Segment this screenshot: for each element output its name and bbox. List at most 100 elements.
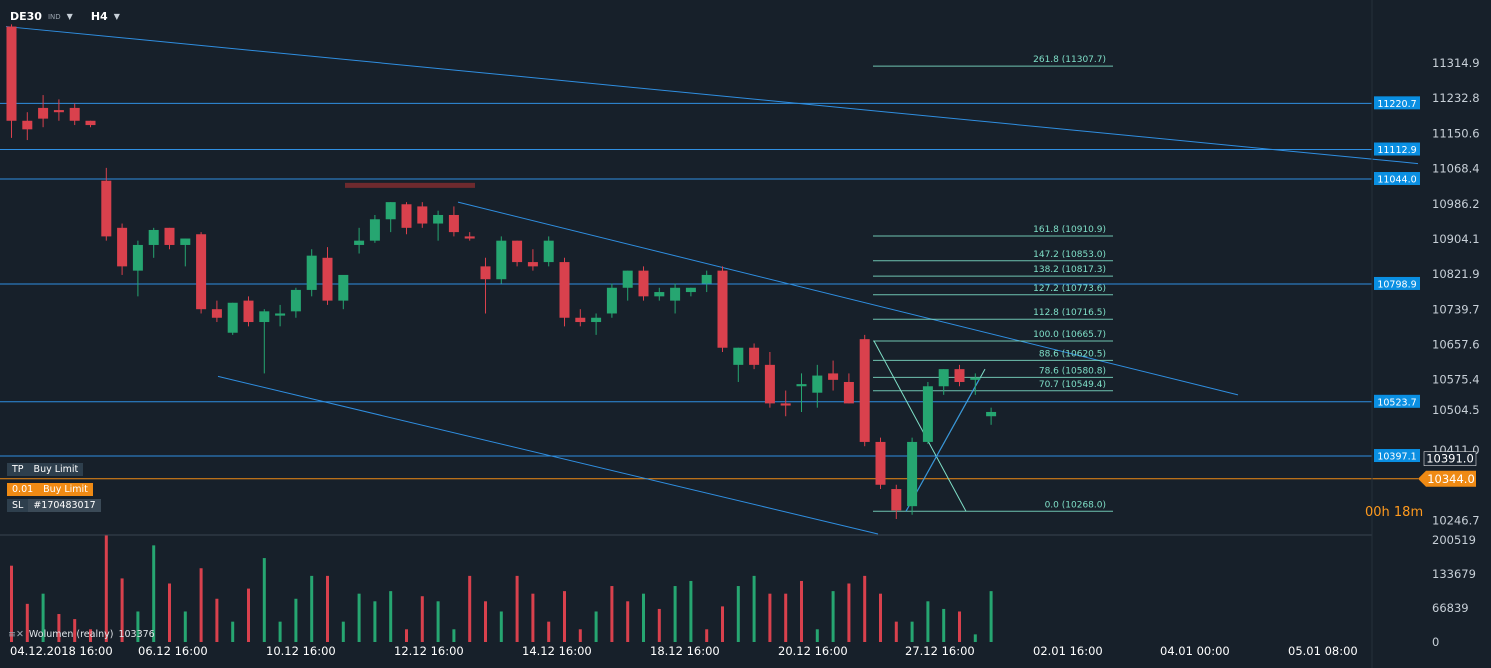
tp-order-tag[interactable]: TP Buy Limit — [7, 463, 84, 476]
fib-label: 147.2 (10853.0) — [1033, 250, 1106, 260]
price-tick-label: 10575.4 — [1432, 373, 1480, 387]
level-badge-label: 11044.0 — [1377, 175, 1416, 186]
volume-bar — [247, 588, 250, 642]
time-tick-label: 04.12.2018 16:00 — [10, 644, 113, 658]
candle-body — [638, 270, 649, 297]
volume-bar — [278, 621, 282, 642]
candle-body — [749, 347, 760, 365]
candle-body — [369, 219, 380, 241]
volume-bar — [199, 568, 203, 642]
sl-order-tag[interactable]: SL #170483017 — [7, 499, 101, 512]
indicator-icon[interactable]: ≡✕ — [8, 629, 24, 640]
candle-body — [448, 214, 459, 233]
level-badge — [1374, 394, 1420, 408]
candle-body — [480, 266, 491, 280]
time-tick-label: 12.12 16:00 — [394, 644, 464, 658]
candle-body — [591, 317, 602, 323]
volume-bar — [531, 593, 535, 642]
volume-bar — [863, 575, 867, 642]
level-badge-label: 11112.9 — [1377, 145, 1416, 156]
candle-body — [970, 377, 981, 380]
volume-bar — [847, 583, 851, 642]
candle-body — [701, 274, 712, 284]
candle-body — [211, 309, 222, 318]
candle-body — [922, 386, 933, 442]
symbol-name[interactable]: DE30 — [10, 10, 42, 23]
time-tick-label: 06.12 16:00 — [138, 644, 208, 658]
candle-body — [85, 120, 96, 126]
candle-body — [306, 255, 317, 290]
chevron-down-icon[interactable]: ▼ — [113, 12, 120, 21]
volume-bar — [389, 591, 393, 642]
candle-body — [859, 339, 870, 442]
fib-label: 88.6 (10620.5) — [1039, 349, 1106, 359]
volume-bar — [578, 629, 582, 642]
timeframe[interactable]: H4 — [90, 10, 108, 23]
candle-body — [401, 204, 412, 228]
candle-body — [575, 317, 586, 323]
volume-axis: 200519 133679 66839 0 — [1432, 533, 1476, 649]
candle-body — [227, 302, 238, 333]
fib-label: 138.2 (10817.3) — [1033, 265, 1106, 275]
fib-label: 161.8 (10910.9) — [1033, 225, 1106, 235]
volume-bar — [436, 601, 440, 642]
candle-body — [828, 373, 839, 380]
volume-bar — [215, 598, 219, 642]
fib-label: 112.8 (10716.5) — [1033, 308, 1106, 318]
buy-limit-order-tag[interactable]: 0.01 Buy Limit — [7, 483, 93, 496]
candle-body — [764, 364, 775, 404]
candle-body — [780, 403, 791, 406]
fib-label: 100.0 (10665.7) — [1033, 330, 1106, 340]
volume-bar — [958, 611, 961, 642]
candle-body — [496, 240, 507, 280]
volume-bar — [547, 621, 551, 642]
volume-bar — [10, 565, 13, 642]
time-axis[interactable]: 04.12.2018 16:00 06.12 16:00 10.12 16:00 12… — [10, 644, 1358, 658]
candle-body — [685, 287, 696, 293]
price-tick-label: 10739.7 — [1432, 302, 1480, 316]
candles — [6, 24, 997, 520]
volume-legend: ≡✕ Wolumen (realny) 103376 — [8, 629, 155, 640]
volume-bar — [705, 629, 709, 642]
price-tick-label: 11150.6 — [1432, 126, 1480, 140]
candle-body — [527, 262, 538, 267]
volume-bar — [25, 603, 29, 642]
time-tick-label: 18.12 16:00 — [650, 644, 720, 658]
volume-bar — [768, 593, 772, 642]
tp-label: Buy Limit — [28, 463, 84, 476]
candle-body — [559, 262, 570, 318]
volume-bar — [310, 575, 314, 642]
volume-bar — [626, 601, 630, 642]
volume-bar — [784, 593, 788, 642]
volume-bar — [673, 586, 677, 642]
level-badge — [1374, 142, 1420, 156]
volume-bar — [689, 580, 693, 642]
volume-bar — [373, 601, 377, 642]
candle-body — [385, 202, 396, 220]
time-tick-label: 27.12 16:00 — [905, 644, 975, 658]
chevron-down-icon[interactable]: ▼ — [66, 12, 73, 21]
horizontal-levels — [0, 102, 1418, 480]
fib-label: 261.8 (11307.7) — [1033, 55, 1106, 65]
buy-volume: 0.01 — [7, 483, 39, 496]
candle-body — [543, 240, 554, 263]
level-badge-label: 10523.7 — [1377, 397, 1416, 408]
fib-swing-line — [905, 377, 981, 512]
volume-label: Wolumen (realny) — [28, 629, 114, 640]
level-badge-label: 11220.7 — [1377, 99, 1416, 110]
fib-label: 70.7 (10549.4) — [1039, 380, 1106, 390]
volume-tick-label: 133679 — [1432, 567, 1476, 581]
candle-body — [417, 206, 428, 224]
candle-body — [148, 229, 159, 245]
volume-bar — [831, 591, 835, 642]
current-price-badge — [1423, 451, 1477, 466]
volume-bar — [231, 621, 235, 642]
price-axis[interactable]: 11314.9 11232.8 11150.6 11068.4 10986.2 10904… — [1374, 56, 1480, 527]
price-tick-label: 10657.6 — [1432, 337, 1480, 351]
candle-body — [907, 441, 918, 507]
candle-body — [6, 26, 17, 121]
chart-header: DE30 IND ▼ H4 ▼ — [10, 10, 132, 23]
volume-bar — [610, 586, 614, 642]
candle-body — [733, 347, 744, 365]
